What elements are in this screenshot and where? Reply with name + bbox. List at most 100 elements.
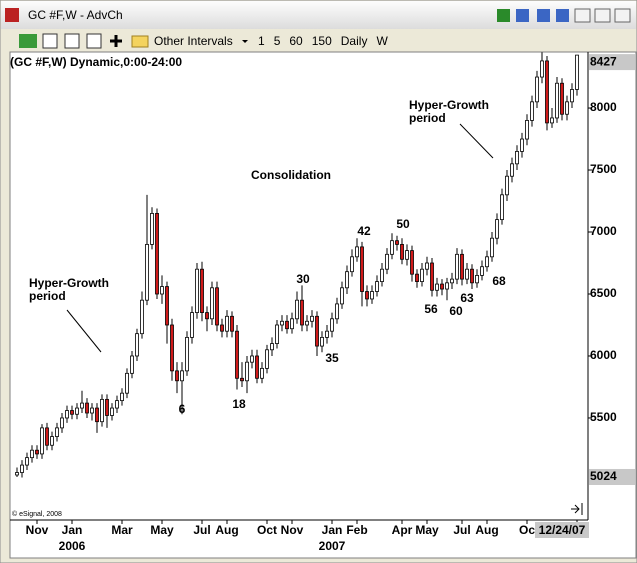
candle-body — [510, 163, 514, 177]
candle-body — [345, 271, 349, 289]
add-icon[interactable] — [110, 35, 122, 47]
toolbar — [1, 30, 636, 52]
candle-body — [325, 330, 329, 338]
candle-body — [505, 175, 509, 196]
annotation-arrow — [66, 309, 102, 353]
candle-body — [170, 324, 174, 372]
candle-body — [255, 355, 259, 379]
wave-label: 35 — [325, 351, 339, 365]
tool-button[interactable] — [516, 9, 529, 22]
candle-body — [385, 253, 389, 270]
dropdown-arrow[interactable] — [242, 40, 248, 43]
toolbar-icon[interactable] — [19, 34, 37, 48]
app-icon — [5, 8, 19, 22]
candle-body — [50, 436, 54, 446]
candle-body — [90, 407, 94, 414]
x-tick-label: Aug — [475, 523, 498, 537]
candle-body — [360, 246, 364, 292]
candle-body — [225, 315, 229, 332]
candle-body — [20, 464, 24, 473]
candle-body — [305, 320, 309, 326]
candle-body — [355, 246, 359, 258]
wave-label: 42 — [357, 224, 371, 238]
interval-button[interactable]: W — [376, 34, 388, 48]
interval-button[interactable]: 1 — [258, 34, 265, 48]
candle-body — [520, 138, 524, 152]
candle-body — [210, 287, 214, 320]
annotation: Hyper-Growth — [409, 98, 489, 112]
x-tick-label: May — [150, 523, 174, 537]
interval-button[interactable]: Daily — [341, 34, 368, 48]
candle-body — [370, 291, 374, 300]
candle-body — [240, 377, 244, 382]
candle-body — [60, 417, 64, 429]
chart-title: (GC #F,W) Dynamic,0:00-24:00 — [10, 55, 182, 69]
candle-body — [150, 213, 154, 245]
wave-label: 18 — [232, 397, 246, 411]
tool-button[interactable] — [556, 9, 569, 22]
interval-button[interactable]: 60 — [289, 34, 303, 48]
candle-body — [160, 286, 164, 295]
tool-button[interactable] — [537, 9, 550, 22]
toolbar-icon[interactable] — [64, 33, 80, 49]
interval-button[interactable]: 5 — [274, 34, 281, 48]
annotation: Hyper-Growth — [29, 276, 109, 290]
low-price-label: 5024 — [590, 469, 617, 483]
candle-body — [55, 427, 59, 437]
candle-body — [235, 330, 239, 379]
toolbar-icon[interactable] — [86, 33, 102, 49]
candle-body — [390, 240, 394, 255]
candle-body — [395, 240, 399, 245]
link-button[interactable] — [497, 9, 510, 22]
candle-body — [480, 266, 484, 276]
candle-body — [250, 355, 254, 363]
toolbar-icon[interactable] — [42, 33, 58, 49]
candle-body — [335, 303, 339, 320]
scroll-end-icon[interactable] — [571, 503, 583, 515]
close-button[interactable] — [614, 8, 631, 23]
candle-body — [500, 194, 504, 221]
minimize-button[interactable] — [574, 8, 591, 23]
candle-body — [95, 407, 99, 423]
y-tick-label: 7500 — [590, 162, 617, 176]
candle-body — [230, 315, 234, 332]
interval-button[interactable]: 150 — [312, 34, 332, 48]
y-tick-label: 7000 — [590, 224, 617, 238]
candle-body — [65, 410, 69, 419]
candle-body — [525, 120, 529, 140]
candle-body — [565, 101, 569, 115]
annotation: period — [409, 111, 446, 125]
candle-body — [30, 449, 34, 459]
interval-menu[interactable]: Other Intervals — [154, 34, 233, 48]
candle-body — [515, 151, 519, 165]
candle-body — [80, 402, 84, 409]
annotation: period — [29, 289, 66, 303]
maximize-button[interactable] — [594, 8, 611, 23]
wave-label: 68 — [492, 274, 506, 288]
candle-body — [275, 324, 279, 344]
candle-body — [570, 89, 574, 103]
candle-body — [350, 256, 354, 273]
x-tick-label: Aug — [215, 523, 238, 537]
x-tick-label: Jan — [322, 523, 343, 537]
folder-icon[interactable] — [131, 35, 149, 48]
candle-body — [495, 219, 499, 239]
candle-body — [260, 367, 264, 379]
candle-body — [155, 213, 159, 295]
candle-body — [285, 320, 289, 330]
cursor-date-label: 12/24/07 — [539, 523, 586, 537]
x-tick-label: Jul — [453, 523, 470, 537]
candle-body — [15, 472, 19, 476]
candle-body — [445, 282, 449, 290]
chart-panel — [9, 51, 637, 559]
candle-body — [375, 281, 379, 292]
candle-body — [380, 268, 384, 282]
candle-body — [85, 402, 89, 414]
candle-body — [125, 372, 129, 394]
candle-body — [400, 244, 404, 260]
candle-body — [195, 268, 199, 313]
x-year-label: 2007 — [319, 539, 346, 553]
y-tick-label: 8000 — [590, 100, 617, 114]
candle-body — [320, 336, 324, 347]
candle-body — [430, 262, 434, 291]
